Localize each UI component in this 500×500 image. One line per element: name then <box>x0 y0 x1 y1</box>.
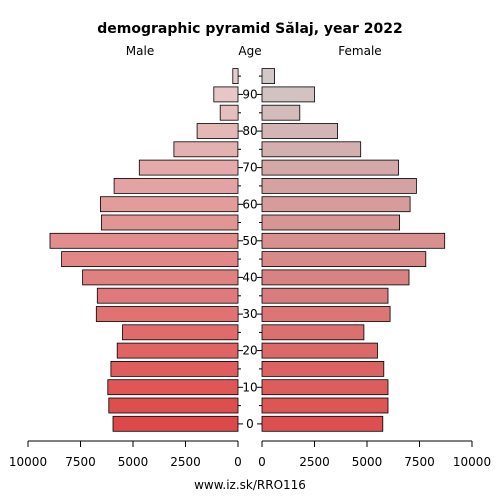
female-bar <box>261 214 401 231</box>
age-header: Age <box>238 44 261 58</box>
male-bar <box>232 68 239 84</box>
male-x-ticks: 10000 7500 5000 2500 0 <box>9 441 242 469</box>
male-x-tick-label: 0 <box>234 455 242 469</box>
male-bar <box>116 342 239 359</box>
female-x-ticks: 0 2500 5000 7500 10000 <box>258 441 491 469</box>
female-header: Female <box>338 44 381 58</box>
female-bar <box>261 177 417 194</box>
male-bar <box>110 360 239 377</box>
female-bar <box>261 159 399 176</box>
age-tick-label: 20 <box>242 344 257 358</box>
male-bar <box>122 324 239 341</box>
male-bar <box>138 159 239 176</box>
age-tick-label: 0 <box>246 417 254 431</box>
age-tick-label: 50 <box>242 234 257 248</box>
female-bar <box>261 269 410 286</box>
female-bar <box>261 287 389 304</box>
age-tick-label: 30 <box>242 307 257 321</box>
male-bar <box>95 306 239 322</box>
male-bar <box>100 196 239 213</box>
male-bar <box>82 269 239 286</box>
female-x-tick-label: 0 <box>258 455 266 469</box>
male-bar <box>96 287 239 304</box>
age-tick-label: 40 <box>242 270 257 284</box>
female-bar <box>261 324 365 341</box>
male-bar <box>49 232 239 249</box>
male-bar <box>219 104 239 121</box>
male-x-tick-label: 2500 <box>170 455 201 469</box>
chart-title: demographic pyramid Sălaj, year 2022 <box>97 21 402 37</box>
male-header: Male <box>126 44 154 58</box>
male-x-tick-label: 10000 <box>9 455 47 469</box>
female-bar <box>261 196 411 213</box>
age-tick-label: 90 <box>242 87 257 101</box>
female-bars <box>261 68 446 432</box>
male-bar <box>108 397 239 414</box>
male-bar <box>173 141 239 158</box>
female-bar <box>261 68 276 84</box>
source-footer: www.iz.sk/RRO116 <box>194 478 306 492</box>
age-axis: 0 10 20 30 40 50 60 70 80 90 <box>238 75 262 431</box>
male-bar <box>112 415 239 432</box>
female-bar <box>261 397 389 414</box>
age-tick-label: 70 <box>242 161 257 175</box>
male-x-tick-label: 5000 <box>118 455 149 469</box>
age-tick-label: 80 <box>242 124 257 138</box>
female-bar <box>261 415 384 432</box>
male-bar <box>107 379 239 396</box>
female-bar <box>261 104 301 121</box>
female-x-tick-label: 7500 <box>404 455 435 469</box>
female-bar <box>261 141 362 158</box>
female-bar <box>261 360 385 377</box>
age-tick-label: 10 <box>242 380 257 394</box>
male-x-tick-label: 7500 <box>65 455 96 469</box>
female-x-tick-label: 5000 <box>352 455 383 469</box>
female-x-tick-label: 2500 <box>299 455 330 469</box>
female-bar <box>261 251 427 268</box>
male-bar <box>196 123 239 139</box>
female-bar <box>261 123 338 139</box>
female-bar <box>261 379 389 396</box>
age-tick-label: 60 <box>242 197 257 211</box>
male-bars <box>49 68 239 432</box>
male-bar <box>61 251 239 268</box>
male-bar <box>101 214 239 231</box>
female-bar <box>261 232 446 249</box>
female-bar <box>261 86 315 103</box>
male-bar <box>113 177 239 194</box>
male-bar <box>213 86 239 103</box>
female-bar <box>261 342 378 359</box>
female-bar <box>261 306 391 322</box>
female-x-tick-label: 10000 <box>453 455 491 469</box>
